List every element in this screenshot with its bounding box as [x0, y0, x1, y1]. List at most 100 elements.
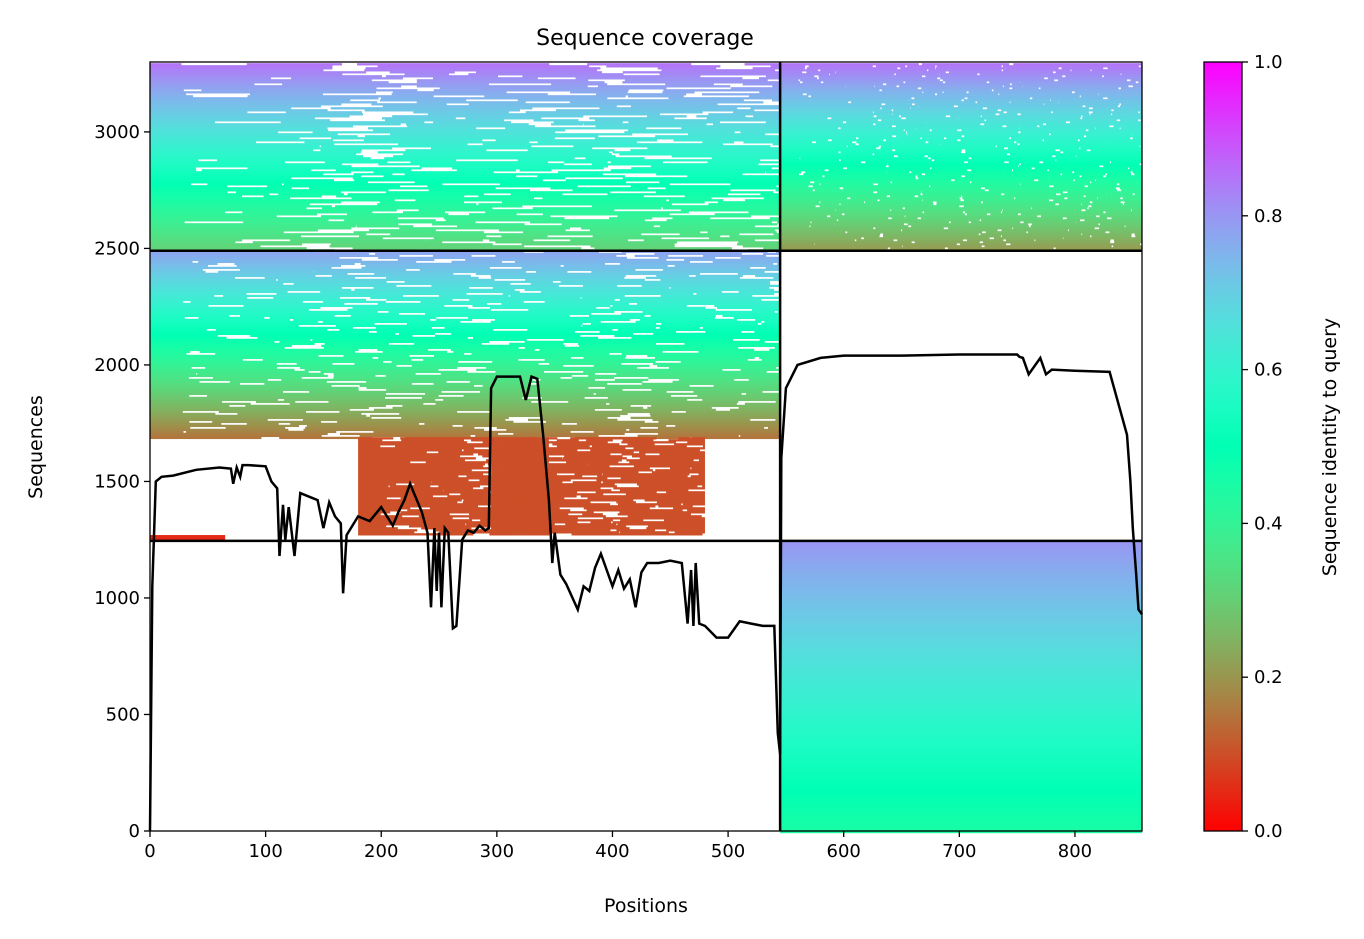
- coverage-stripe: [150, 358, 243, 362]
- coverage-stripe: [647, 115, 687, 118]
- coverage-stripe: [780, 137, 857, 140]
- coverage-stripe: [150, 139, 333, 142]
- coverage-stripe: [713, 123, 781, 126]
- coverage-stripe: [780, 153, 873, 156]
- coverage-stripe: [780, 121, 843, 124]
- coverage-stripe: [1063, 151, 1142, 154]
- coverage-stripe: [927, 155, 1053, 158]
- coverage-stripe: [150, 163, 343, 166]
- coverage-stripe: [920, 217, 1063, 220]
- coverage-stripe: [249, 89, 418, 92]
- coverage-stripe: [1006, 111, 1052, 114]
- coverage-stripe: [980, 233, 1082, 236]
- coverage-stripe: [900, 115, 946, 118]
- coverage-stripe: [780, 151, 839, 154]
- y-tick-label: 3000: [94, 122, 140, 143]
- coverage-stripe: [560, 280, 770, 284]
- coverage-stripe: [444, 326, 656, 330]
- coverage-stripe: [561, 223, 778, 226]
- coverage-stripe: [656, 274, 690, 278]
- coverage-stripe: [339, 410, 458, 414]
- coverage-stripe: [780, 650, 1142, 654]
- coverage-stripe: [775, 189, 781, 192]
- coverage-stripe: [150, 428, 289, 432]
- coverage-stripe: [729, 235, 781, 238]
- coverage-stripe: [150, 266, 332, 270]
- coverage-stripe: [491, 521, 549, 524]
- coverage-stripe: [1055, 71, 1142, 74]
- coverage-stripe: [780, 107, 881, 110]
- coverage-stripe: [368, 127, 477, 130]
- coverage-stripe: [431, 284, 559, 288]
- coverage-stripe: [780, 574, 1142, 578]
- colorbar-tick-label: 0.0: [1254, 821, 1283, 842]
- coverage-stripe: [150, 368, 295, 372]
- coverage-stripe: [1044, 139, 1078, 142]
- coverage-stripe: [617, 328, 781, 332]
- coverage-stripe: [664, 519, 705, 522]
- coverage-stripe: [662, 207, 781, 210]
- coverage-stripe: [1092, 201, 1121, 204]
- coverage-stripe: [701, 93, 780, 96]
- coverage-stripe: [451, 332, 634, 336]
- coverage-stripe: [352, 177, 566, 180]
- coverage-stripe: [378, 356, 571, 360]
- coverage-stripe: [150, 65, 333, 68]
- coverage-stripe: [800, 157, 929, 160]
- coverage-stripe: [914, 97, 965, 100]
- coverage-stripe: [780, 544, 1142, 548]
- coverage-stripe: [491, 441, 549, 444]
- coverage-stripe: [780, 195, 887, 198]
- coverage-stripe: [780, 740, 1142, 744]
- coverage-stripe: [780, 562, 1142, 566]
- coverage-stripe: [1008, 147, 1080, 150]
- coverage-stripe: [1105, 211, 1142, 214]
- coverage-stripe: [963, 99, 1051, 102]
- coverage-stripe: [399, 332, 435, 336]
- coverage-stripe: [218, 410, 307, 414]
- coverage-stripe: [1080, 147, 1142, 150]
- coverage-stripe: [780, 560, 1142, 564]
- x-tick-label: 200: [364, 841, 398, 862]
- coverage-stripe: [537, 141, 638, 144]
- coverage-stripe: [1140, 119, 1142, 122]
- coverage-stripe: [616, 529, 656, 532]
- coverage-stripe: [535, 270, 568, 274]
- coverage-stripe: [738, 290, 781, 294]
- coverage-stripe: [1058, 79, 1127, 82]
- coverage-stripe: [984, 187, 1116, 190]
- coverage-stripe: [780, 235, 880, 238]
- coverage-stripe: [550, 187, 648, 190]
- coverage-stripe: [1005, 67, 1059, 70]
- coverage-stripe: [780, 592, 1142, 596]
- coverage-stripe: [599, 330, 677, 334]
- coverage-stripe: [337, 420, 514, 424]
- coverage-stripe: [150, 346, 285, 350]
- coverage-stripe: [150, 296, 248, 300]
- coverage-stripe: [925, 173, 1061, 176]
- coverage-stripe: [587, 497, 705, 500]
- coverage-stripe: [744, 63, 781, 66]
- plot-frame: [149, 61, 1143, 832]
- coverage-stripe: [780, 247, 888, 250]
- coverage-stripe: [770, 65, 781, 68]
- coverage-stripe: [602, 473, 690, 476]
- coverage-stripe: [150, 400, 223, 404]
- coverage-stripe: [780, 800, 1142, 804]
- coverage-stripe: [252, 241, 443, 244]
- coverage-stripe: [347, 308, 491, 312]
- coverage-block: [780, 63, 1142, 252]
- coverage-stripe: [1084, 219, 1142, 222]
- coverage-stripe: [773, 276, 781, 280]
- coverage-stripe: [540, 290, 722, 294]
- coverage-stripe: [150, 109, 328, 112]
- coverage-stripe: [205, 366, 278, 370]
- coverage-stripe: [1044, 103, 1120, 106]
- coverage-stripe: [780, 622, 1142, 626]
- coverage-stripe: [1058, 101, 1142, 104]
- coverage-stripe: [828, 169, 968, 172]
- coverage-stripe: [150, 117, 315, 120]
- y-tick-label: 2000: [94, 355, 140, 376]
- coverage-stripe: [264, 382, 412, 386]
- coverage-stripe: [1092, 111, 1139, 114]
